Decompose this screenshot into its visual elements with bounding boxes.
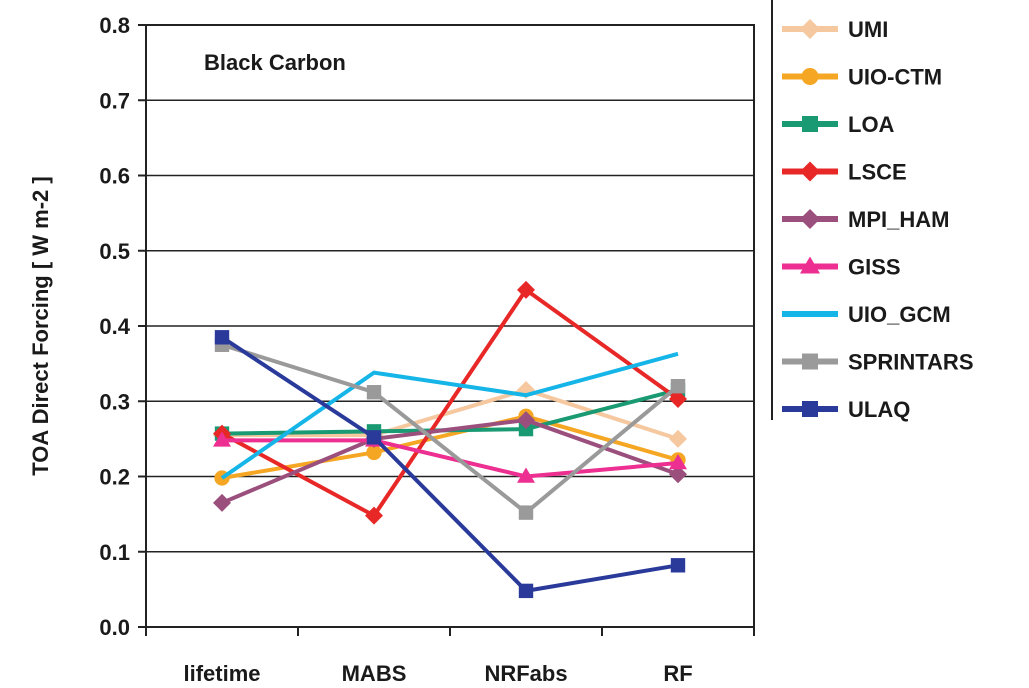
legend-item: UIO-CTM [782,65,942,90]
y-tick-label: 0.3 [99,389,130,414]
series-line [221,287,680,518]
legend-label: UIO_GCM [848,302,951,327]
data-point [214,330,230,345]
x-axis-ticks [145,627,755,636]
y-tick-label: 0.8 [99,13,130,38]
series-giss [213,431,687,483]
series-ulaq [214,330,686,599]
data-point [517,467,535,483]
x-tick-label: RF [663,661,692,686]
legend-marker [800,209,820,229]
legend-label: UIO-CTM [848,65,942,90]
legend-marker [801,68,819,85]
legend-marker [800,256,820,274]
y-tick-label: 0.5 [99,239,130,264]
legend-item: GISS [782,255,901,280]
data-point [669,429,687,448]
data-point [669,465,687,484]
y-tick-label: 0.6 [99,164,130,189]
series-uio-gcm [220,351,679,480]
y-axis-tick-labels: 0.0 0.1 0.2 0.3 0.4 0.5 0.6 0.7 0.8 [99,13,130,640]
data-point [517,411,535,430]
data-point [670,558,686,573]
data-point [518,583,534,599]
legend-label: SPRINTARS [848,350,974,375]
data-point [518,421,534,437]
legend-label: GISS [848,255,901,280]
legend-marker [802,116,818,132]
legend-marker [802,353,818,370]
series-line [221,342,680,515]
grid-lines [138,24,754,628]
series-sprintars [214,337,686,520]
legend-marker [802,401,818,417]
series-line [222,387,679,441]
y-tick-label: 0.7 [99,88,130,113]
x-tick-label: lifetime [183,661,260,686]
data-point [669,389,687,408]
x-tick-label: MABS [342,661,407,686]
series-lsce [213,280,687,525]
legend-label: UMI [848,17,888,42]
data-point [517,280,535,299]
legend-label: MPI_HAM [848,207,949,232]
series-mpi-ham [213,411,687,512]
legend-item: ULAQ [782,397,910,422]
data-point [366,385,382,400]
chart-title: Black Carbon [204,50,346,75]
legend: UMI UIO-CTM LOA LSCE MPI_HAM GISS UIO_GCM SPRIN… [771,0,974,422]
legend-item: LOA [782,112,895,137]
series-lines [213,280,687,599]
y-tick-label: 0.4 [99,314,130,339]
legend-label: LOA [848,112,895,137]
legend-item: UIO_GCM [782,302,951,327]
data-point [669,453,687,470]
legend-item: LSCE [782,160,907,185]
series-line [222,438,679,479]
y-tick-label: 0.2 [99,465,130,490]
data-point [366,444,382,461]
y-tick-label: 0.0 [99,615,130,640]
data-point [365,506,383,525]
legend-label: ULAQ [848,397,910,422]
x-axis-tick-labels: lifetime MABS NRFabs RF [183,661,692,686]
data-point [213,493,231,512]
series-line [220,335,679,593]
y-axis-title: TOA Direct Forcing [ W m-2 ] [28,176,53,475]
legend-item: MPI_HAM [782,207,949,232]
x-tick-label: NRFabs [484,661,567,686]
legend-marker [800,161,820,182]
legend-marker [800,19,820,39]
data-point [518,505,534,520]
legend-label: LSCE [848,160,907,185]
data-point [670,379,686,394]
y-tick-label: 0.1 [99,540,130,565]
series-line [220,351,679,480]
legend-item: SPRINTARS [782,350,974,375]
series-line [221,414,679,480]
data-point [213,431,231,447]
data-point [366,430,382,445]
legend-item: UMI [782,17,888,42]
